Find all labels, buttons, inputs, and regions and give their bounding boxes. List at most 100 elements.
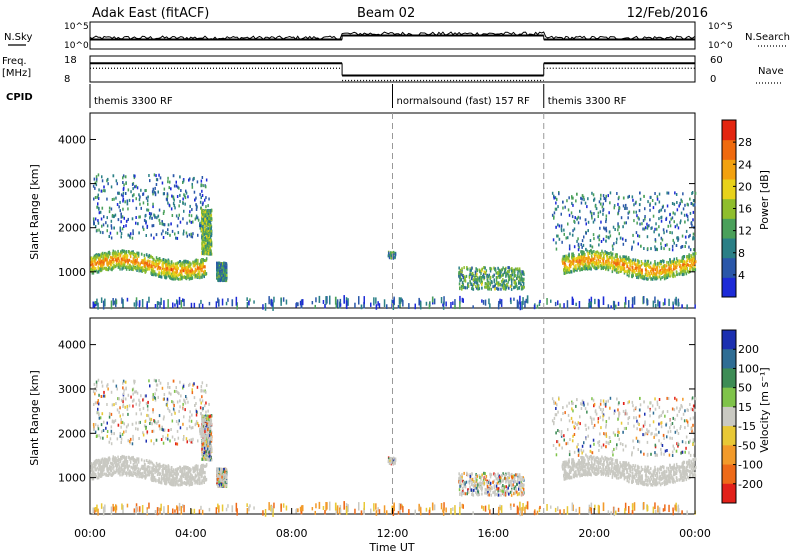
power-cell-1115 (110, 236, 113, 240)
power-cell-709 (135, 254, 138, 258)
power-cell-3627 (568, 196, 570, 200)
power-cell-3692 (676, 223, 678, 227)
power-cell-841 (132, 251, 134, 255)
power-cell-2980 (672, 272, 675, 276)
power-cell-2316 (474, 270, 477, 274)
velocity-cell-866 (99, 462, 101, 466)
velocity-cell-924 (138, 437, 140, 440)
power-cell-2658 (659, 262, 662, 266)
power-cell-789 (95, 254, 97, 258)
power-cell-610 (171, 272, 173, 276)
power-cell-3764 (450, 302, 452, 309)
power-cell-830 (120, 260, 123, 264)
power-cell-257 (185, 259, 187, 263)
power-cell-3634 (618, 195, 620, 199)
power-cell-3865 (654, 296, 656, 304)
power-cell-3586 (618, 225, 620, 229)
power-cell-900 (153, 190, 156, 194)
power-cell-3946 (392, 303, 395, 311)
power-cell-1617 (201, 224, 203, 228)
power-cell-1224 (135, 216, 137, 219)
power-cell-2723 (675, 266, 678, 270)
power-cell-1001 (172, 174, 175, 178)
power-cell-3339 (654, 262, 657, 266)
power-cell-424 (182, 269, 185, 273)
power-cell-960 (97, 219, 99, 223)
power-cell-3693 (587, 229, 589, 233)
power-cell-3502 (680, 198, 683, 202)
power-cell-3085 (602, 251, 604, 255)
power-cell-3632 (637, 234, 639, 238)
power-cell-1186 (122, 186, 125, 190)
power-cell-3063 (597, 256, 600, 260)
power-cell-3098 (678, 262, 680, 266)
power-cell-994 (155, 174, 157, 178)
power-cell-3423 (643, 247, 645, 250)
power-cell-3567 (661, 238, 664, 242)
nsky-line (89, 31, 696, 41)
power-cell-3695 (573, 219, 575, 223)
power-cell-3829 (489, 303, 491, 309)
power-cell-1594 (204, 210, 206, 214)
power-cell-3293 (597, 260, 600, 264)
power-cell-2059 (394, 255, 396, 259)
power-cell-2444 (497, 272, 500, 276)
power-cell-2789 (613, 256, 615, 260)
velocity-cell-651 (103, 460, 105, 463)
power-cell-2169 (500, 287, 502, 291)
power-cell-992 (110, 226, 113, 230)
velocity-cell-339 (124, 471, 127, 475)
power-cell-3218 (672, 259, 674, 263)
power-cell-557 (109, 265, 111, 269)
power-cell-765 (99, 268, 101, 272)
power-cell-3253 (676, 270, 678, 274)
velocity-cell-131 (161, 472, 164, 476)
power-cell-869 (189, 269, 192, 273)
velocity-cell-608 (95, 468, 97, 472)
velocity-cell-626 (188, 475, 191, 479)
velocity-cell-907 (116, 387, 118, 391)
power-cell-967 (189, 204, 191, 208)
power-cell-621 (155, 256, 158, 260)
power-cell-1026 (145, 234, 147, 237)
power-cell-1193 (179, 199, 181, 203)
power-cell-2214 (496, 286, 498, 290)
power-cell-3249 (653, 264, 655, 268)
power-cell-1241 (177, 185, 179, 189)
power-cell-1184 (145, 189, 147, 192)
power-cell-3870 (156, 301, 159, 310)
date-title: 12/Feb/2016 (627, 6, 708, 21)
power-cell-2808 (608, 252, 610, 255)
power-cell-2279 (489, 266, 491, 270)
power-cell-446 (100, 255, 102, 259)
power-cell-600 (167, 264, 170, 268)
velocity-cell-693 (160, 481, 163, 485)
power-cell-3070 (645, 265, 647, 269)
power-cell-1270 (160, 232, 163, 236)
power-cell-2650 (563, 261, 566, 265)
power-cell-2704 (572, 267, 575, 271)
velocity-cell-800 (116, 463, 118, 467)
power-cell-258 (200, 263, 202, 267)
power-cell-665 (174, 266, 176, 270)
power-cell-893 (186, 265, 188, 269)
power-cell-1634 (201, 209, 203, 213)
power-cell-3669 (671, 231, 673, 235)
power-cell-3583 (644, 215, 646, 218)
power-cell-193 (137, 261, 140, 265)
power-cell-914 (182, 181, 184, 184)
power-cell-685 (187, 260, 189, 264)
power-cell-3824 (578, 301, 581, 309)
power-cell-3494 (692, 232, 695, 236)
power-cell-1263 (182, 179, 185, 183)
power-cell-782 (98, 253, 100, 257)
power-cell-3557 (605, 235, 608, 239)
power-cell-3078 (656, 266, 659, 270)
power-cell-2667 (611, 270, 614, 274)
velocity-cell-257 (185, 465, 187, 469)
power-cell-1034 (120, 232, 123, 235)
power-cell-3197 (633, 270, 635, 273)
power-cell-2567 (614, 253, 617, 257)
power-cell-2069 (390, 254, 393, 258)
velocity-cell-538 (198, 472, 200, 476)
